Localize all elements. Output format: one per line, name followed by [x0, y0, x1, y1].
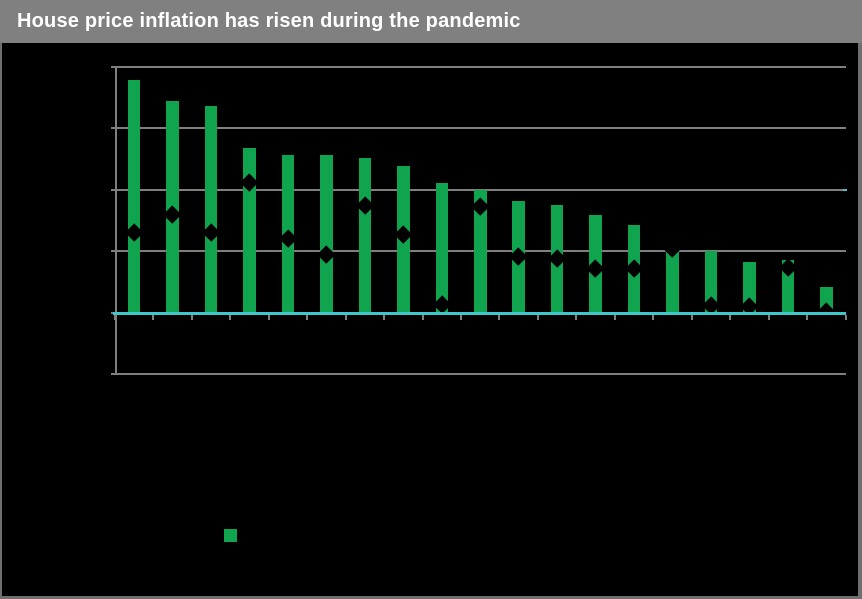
x-axis-tick: [767, 314, 770, 320]
x-axis-tick: [498, 314, 501, 320]
bar: [704, 251, 718, 313]
x-axis-tick: [229, 314, 232, 320]
y-axis-tick: [111, 373, 115, 375]
y-axis-tick: [111, 250, 115, 252]
x-axis-tick: [460, 314, 463, 320]
gridline: [115, 65, 846, 68]
x-axis-tick: [383, 314, 386, 320]
x-axis-tick: [536, 314, 539, 320]
bar: [666, 246, 679, 313]
x-axis-tick: [267, 314, 270, 320]
x-axis-tick: [344, 314, 347, 320]
bar: [358, 157, 372, 313]
x-axis-tick: [114, 314, 116, 320]
bar: [474, 189, 487, 313]
y-axis-tick: [111, 188, 115, 191]
x-axis-tick: [690, 314, 693, 320]
gridline: [115, 127, 846, 129]
bar: [204, 105, 218, 313]
x-axis-tick: [190, 314, 193, 320]
bar: [243, 147, 256, 313]
x-axis-tick: [575, 314, 578, 320]
gridline: [115, 373, 846, 375]
x-axis-tick: [729, 314, 732, 320]
x-axis-tick: [613, 314, 616, 320]
x-axis-tick: [421, 314, 424, 320]
window-border-bottom: [0, 596, 862, 599]
stray-cyan-pixel: [843, 188, 847, 191]
x-axis-tick: [806, 314, 809, 320]
y-axis-line: [115, 65, 117, 375]
chart-title-bar: House price inflation has risen during t…: [0, 0, 862, 43]
zero-line: [113, 311, 846, 315]
window-border-left: [0, 43, 2, 599]
chart-title: House price inflation has risen during t…: [17, 10, 521, 32]
y-axis-tick: [111, 127, 115, 129]
window-border-right: [858, 43, 862, 599]
x-axis-tick: [652, 314, 655, 320]
x-axis-tick: [844, 314, 847, 320]
legend-swatch: [224, 529, 237, 542]
bar: [435, 183, 449, 313]
x-axis-tick: [152, 314, 155, 320]
y-axis-tick: [111, 65, 115, 68]
x-axis-tick: [306, 314, 309, 320]
bar: [127, 80, 141, 313]
bar: [320, 155, 333, 313]
